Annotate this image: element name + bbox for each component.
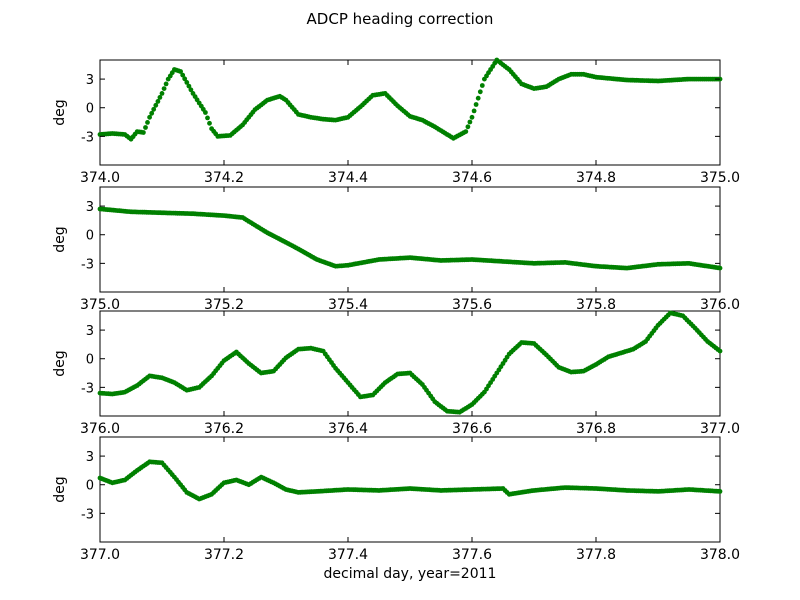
subplot-1: 374.0 374.2 374.4 374.6 374.8 375.0 3 0 -3 deg: [52, 57, 740, 186]
subplot-2: 375.0 375.2 375.4 375.6 375.8 376.0 3 0 -3 deg: [52, 186, 740, 313]
data-point: [479, 83, 485, 88]
data-point: [147, 114, 153, 120]
x-tick-label: 375.8: [576, 297, 616, 313]
data-point: [467, 119, 473, 125]
data-point: [463, 129, 469, 135]
x-tick-label: 376.8: [576, 421, 616, 437]
x-tick-label: 374.6: [452, 170, 492, 186]
y-tick-label: -3: [81, 507, 94, 522]
data-point: [465, 124, 471, 130]
x-tick-label: 374.2: [204, 170, 244, 186]
chart-title: ADCP heading correction: [307, 10, 494, 28]
x-tick-label: 378.0: [700, 547, 740, 563]
data-point: [203, 110, 208, 115]
y-axis-label: deg: [52, 476, 68, 502]
subplot-4: 377.0 377.2 377.4 377.6 377.8 378.0 3 0 -3 deg: [52, 436, 740, 563]
x-tick-label: 376.0: [80, 421, 120, 437]
x-tick-label: 375.2: [204, 297, 244, 313]
data-point: [717, 348, 723, 354]
axes-frame: [99, 59, 721, 166]
subplot-stack: 374.0 374.2 374.4 374.6 374.8 375.030-3deg375…: [52, 57, 740, 563]
data-point: [145, 120, 150, 125]
x-tick-label: 374.8: [576, 170, 616, 186]
x-tick-label: 375.0: [700, 170, 740, 186]
x-tick-label: 376.2: [204, 421, 244, 437]
x-tick-label: 375.0: [80, 297, 120, 313]
data-point: [159, 91, 165, 96]
data-point: [188, 87, 194, 93]
x-tick-label: 376.0: [700, 297, 740, 313]
x-tick-label: 374.0: [80, 170, 120, 186]
y-tick-label: -3: [81, 130, 94, 145]
data-point: [473, 102, 479, 107]
x-tick-label: 377.0: [80, 547, 120, 563]
y-axis-label: deg: [52, 99, 68, 125]
data-point: [184, 80, 190, 85]
x-tick-label: 374.4: [328, 170, 368, 186]
data-series: [97, 459, 723, 502]
y-tick-label: -3: [81, 257, 94, 272]
x-tick-label: 376.4: [328, 421, 368, 437]
y-tick-label: 0: [86, 353, 94, 368]
y-tick-label: -3: [81, 381, 94, 396]
x-tick-label: 377.8: [576, 547, 616, 563]
data-series: [97, 57, 723, 142]
y-tick-label: 0: [86, 479, 94, 494]
y-axis-label: deg: [52, 350, 68, 376]
axes-frame: [99, 186, 721, 293]
data-point: [163, 81, 169, 87]
y-axis-label: deg: [52, 226, 68, 252]
data-point: [151, 106, 157, 112]
data-point: [180, 72, 186, 78]
data-point: [186, 83, 192, 89]
data-point: [469, 114, 475, 120]
data-point: [207, 120, 212, 126]
x-tick-label: 375.4: [328, 297, 368, 313]
x-axis-label: decimal day, year=2011: [324, 566, 497, 582]
x-tick-label: 377.0: [700, 421, 740, 437]
data-point: [143, 125, 148, 130]
data-point: [153, 102, 159, 108]
data-point: [471, 108, 477, 114]
data-point: [178, 69, 184, 74]
y-tick-label: 0: [86, 229, 94, 244]
data-point: [717, 489, 723, 494]
y-tick-label: 3: [86, 73, 94, 88]
data-series: [97, 206, 723, 271]
data-point: [477, 89, 483, 95]
data-point: [205, 115, 210, 121]
x-tick-label: 376.6: [452, 421, 492, 437]
data-series: [97, 310, 723, 415]
data-point: [149, 110, 155, 116]
data-point: [182, 76, 188, 82]
y-tick-label: 3: [86, 324, 94, 339]
data-point: [475, 95, 481, 101]
y-tick-label: 3: [86, 200, 94, 215]
data-point: [717, 265, 723, 271]
axes-frame: [99, 310, 721, 417]
data-point: [141, 130, 146, 135]
data-point: [161, 86, 167, 91]
data-point: [155, 99, 161, 104]
x-tick-label: 377.6: [452, 547, 492, 563]
y-tick-label: 0: [86, 102, 94, 117]
x-tick-label: 377.4: [328, 547, 368, 563]
data-point: [157, 95, 163, 100]
x-tick-label: 377.2: [204, 547, 244, 563]
x-tick-label: 375.6: [452, 297, 492, 313]
subplot-3: 376.0 376.2 376.4 376.6 376.8 377.0 3 0 -3 deg: [52, 310, 740, 437]
y-tick-label: 3: [86, 450, 94, 465]
